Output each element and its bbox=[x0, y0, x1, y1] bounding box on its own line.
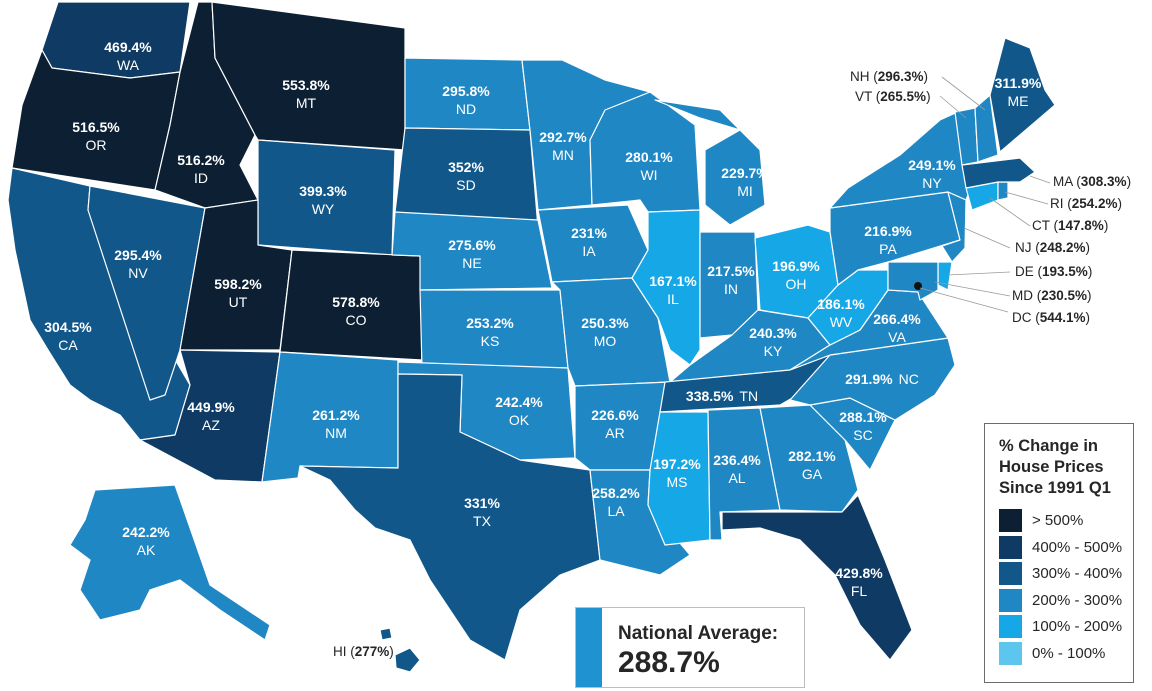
legend-item: 0% - 100% bbox=[999, 641, 1133, 666]
national-average-box: National Average: 288.7% bbox=[575, 607, 805, 688]
label-DE: DE (193.5%) bbox=[1015, 264, 1092, 279]
legend-swatch bbox=[999, 509, 1022, 533]
label-ID: 516.2% ID bbox=[177, 152, 225, 186]
legend-swatch bbox=[999, 562, 1022, 586]
label-VA: 266.4% VA bbox=[873, 311, 921, 345]
label-RI: RI (254.2%) bbox=[1050, 196, 1122, 211]
label-KS: 253.2% KS bbox=[466, 315, 514, 349]
state-ME bbox=[989, 37, 1056, 153]
national-average-value: 288.7% bbox=[618, 646, 720, 679]
label-OK: 242.4% OK bbox=[495, 394, 543, 428]
label-WV: 186.1% WV bbox=[817, 296, 865, 330]
label-ME: 311.9% ME bbox=[995, 75, 1042, 109]
national-average-accent-bar bbox=[576, 608, 602, 687]
state-MD bbox=[887, 261, 939, 301]
legend-item: > 500% bbox=[999, 509, 1133, 533]
label-SC: 288.1% SC bbox=[839, 409, 887, 443]
legend-title-line: Since 1991 Q1 bbox=[999, 479, 1111, 497]
label-HI: HI (277%) bbox=[333, 644, 394, 659]
label-IA: 231% IA bbox=[571, 225, 607, 259]
legend-swatch bbox=[999, 535, 1022, 559]
label-CO: 578.8% CO bbox=[332, 294, 380, 328]
legend-title-line: % Change in bbox=[999, 437, 1099, 455]
legend-item-label: 400% - 500% bbox=[1032, 538, 1123, 556]
legend-item: 400% - 500% bbox=[999, 535, 1133, 560]
label-WA: 469.4% WA bbox=[104, 39, 152, 73]
label-FL: 429.8% FL bbox=[835, 565, 883, 599]
state-MA bbox=[961, 157, 1036, 189]
label-NH: NH (296.3%) bbox=[850, 69, 928, 84]
label-DC: DC (544.1%) bbox=[1012, 310, 1090, 325]
state-NH bbox=[974, 94, 999, 163]
label-IN: 217.5% IN bbox=[707, 263, 755, 297]
label-NC: 291.9% NC bbox=[845, 371, 919, 387]
label-WY: 399.3% WY bbox=[299, 183, 347, 217]
label-NE: 275.6% NE bbox=[448, 237, 496, 271]
label-MN: 292.7% MN bbox=[539, 129, 587, 163]
label-MS: 197.2% MS bbox=[653, 456, 701, 490]
label-NJ: NJ (248.2%) bbox=[1015, 240, 1090, 255]
dc-marker bbox=[914, 282, 922, 290]
label-CT: CT (147.8%) bbox=[1032, 218, 1108, 233]
label-IL: 167.1% IL bbox=[649, 273, 697, 307]
label-WI: 280.1% WI bbox=[625, 149, 673, 183]
state-RI bbox=[997, 181, 1009, 201]
label-MI: 229.7% MI bbox=[721, 165, 769, 199]
national-average-label: National Average: bbox=[618, 623, 779, 644]
legend-item-label: > 500% bbox=[1032, 512, 1084, 530]
label-GA: 282.1% GA bbox=[788, 448, 836, 482]
label-TN: 338.5% TN bbox=[686, 388, 758, 404]
label-SD: 352% SD bbox=[448, 159, 484, 193]
label-PA: 216.9% PA bbox=[864, 223, 912, 257]
label-MO: 250.3% MO bbox=[581, 315, 629, 349]
state-DE bbox=[937, 261, 953, 291]
legend-item-label: 200% - 300% bbox=[1032, 591, 1123, 609]
label-OR: 516.5% OR bbox=[72, 119, 120, 153]
state-HI bbox=[394, 647, 421, 673]
leader-lines bbox=[919, 76, 1051, 313]
label-KY: 240.3% KY bbox=[749, 325, 797, 359]
label-NM: 261.2% NM bbox=[312, 407, 360, 441]
label-AZ: 449.9% AZ bbox=[187, 399, 235, 433]
state-AK bbox=[69, 484, 271, 641]
legend-title: % Change in House Prices Since 1991 Q1 bbox=[999, 436, 1133, 499]
legend-swatch bbox=[999, 615, 1022, 639]
label-AR: 226.6% AR bbox=[591, 407, 639, 441]
label-ND: 295.8% ND bbox=[442, 83, 490, 117]
label-MT: 553.8% MT bbox=[282, 77, 330, 111]
legend: % Change in House Prices Since 1991 Q1 >… bbox=[984, 423, 1134, 683]
state-TX bbox=[299, 373, 601, 661]
label-AL: 236.4% AL bbox=[713, 452, 761, 486]
legend-swatch bbox=[999, 641, 1022, 665]
label-CA: 304.5% CA bbox=[44, 319, 92, 353]
legend-item-label: 0% - 100% bbox=[1032, 644, 1106, 662]
state-HI-2 bbox=[379, 627, 393, 641]
label-LA: 258.2% LA bbox=[592, 485, 640, 519]
label-NY: 249.1% NY bbox=[908, 157, 956, 191]
legend-title-line: House Prices bbox=[999, 458, 1104, 476]
legend-item: 100% - 200% bbox=[999, 615, 1133, 639]
legend-item-label: 100% - 200% bbox=[1032, 618, 1123, 636]
label-MA: MA (308.3%) bbox=[1053, 174, 1131, 189]
state-FL bbox=[721, 494, 913, 661]
label-VT: VT (265.5%) bbox=[855, 89, 931, 104]
label-MD: MD (230.5%) bbox=[1012, 288, 1092, 303]
legend-item: 300% - 400% bbox=[999, 562, 1133, 586]
legend-item-label: 300% - 400% bbox=[1032, 565, 1123, 583]
label-TX: 331% TX bbox=[464, 495, 500, 529]
state-MI bbox=[654, 99, 766, 226]
label-NV: 295.4% NV bbox=[114, 247, 162, 281]
legend-swatch bbox=[999, 588, 1022, 612]
label-OH: 196.9% OH bbox=[772, 258, 820, 292]
label-UT: 598.2% UT bbox=[214, 276, 262, 310]
legend-item: 200% - 300% bbox=[999, 588, 1133, 613]
label-AK: 242.2% AK bbox=[122, 524, 170, 558]
state-ID bbox=[154, 1, 259, 209]
